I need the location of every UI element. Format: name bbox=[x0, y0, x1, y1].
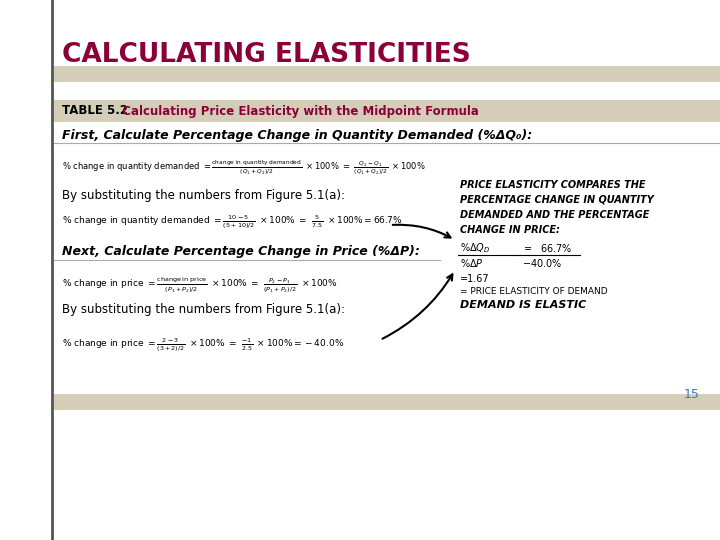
Text: DEMANDED AND THE PERCENTAGE: DEMANDED AND THE PERCENTAGE bbox=[460, 210, 649, 220]
Text: % change in price $= \frac{\mathrm{change\ in\ price}}{(P_1+P_2)/2}\ \times 100\: % change in price $= \frac{\mathrm{chang… bbox=[62, 275, 338, 294]
Text: % change in price $= \frac{2-3}{(3+2)/2}\ \times 100\%\ =\ \frac{-1}{2.5}\ \time: % change in price $= \frac{2-3}{(3+2)/2}… bbox=[62, 336, 344, 354]
Text: TABLE 5.2: TABLE 5.2 bbox=[62, 105, 128, 118]
Text: By substituting the numbers from Figure 5.1(a):: By substituting the numbers from Figure … bbox=[62, 188, 345, 201]
Text: % change in quantity demanded $= \frac{10-5}{(5+10)/2}\ \times 100\%\ =\ \frac{5: % change in quantity demanded $= \frac{1… bbox=[62, 213, 402, 231]
Text: First, Calculate Percentage Change in Quantity Demanded (%ΔQ₀):: First, Calculate Percentage Change in Qu… bbox=[62, 129, 532, 141]
Text: $-40.0\%$: $-40.0\%$ bbox=[522, 257, 562, 269]
Text: DEMAND IS ELASTIC: DEMAND IS ELASTIC bbox=[460, 300, 586, 310]
Text: CALCULATING ELASTICITIES: CALCULATING ELASTICITIES bbox=[62, 42, 471, 68]
Text: PRICE ELASTICITY COMPARES THE: PRICE ELASTICITY COMPARES THE bbox=[460, 180, 646, 190]
Text: $= \ \ 66.7\%$: $= \ \ 66.7\%$ bbox=[522, 242, 572, 254]
Text: By substituting the numbers from Figure 5.1(a):: By substituting the numbers from Figure … bbox=[62, 303, 345, 316]
Text: = PRICE ELASTICITY OF DEMAND: = PRICE ELASTICITY OF DEMAND bbox=[460, 287, 608, 295]
Text: $\%\Delta P$: $\%\Delta P$ bbox=[460, 257, 484, 269]
Text: $\%\Delta Q_D$: $\%\Delta Q_D$ bbox=[460, 241, 490, 255]
Text: % change in quantity demanded $= \frac{\mathrm{change\ in\ quantity\ demanded}}{: % change in quantity demanded $= \frac{\… bbox=[62, 159, 426, 178]
Text: =1.67: =1.67 bbox=[460, 274, 490, 284]
Text: 15: 15 bbox=[684, 388, 700, 402]
Text: Next, Calculate Percentage Change in Price (%ΔP):: Next, Calculate Percentage Change in Pri… bbox=[62, 246, 420, 259]
Text: Calculating Price Elasticity with the Midpoint Formula: Calculating Price Elasticity with the Mi… bbox=[114, 105, 479, 118]
Bar bbox=[52, 66, 720, 82]
Text: PERCENTAGE CHANGE IN QUANTITY: PERCENTAGE CHANGE IN QUANTITY bbox=[460, 195, 654, 205]
Bar bbox=[52, 100, 720, 122]
Text: CHANGE IN PRICE:: CHANGE IN PRICE: bbox=[460, 225, 560, 235]
Bar bbox=[52, 394, 720, 410]
